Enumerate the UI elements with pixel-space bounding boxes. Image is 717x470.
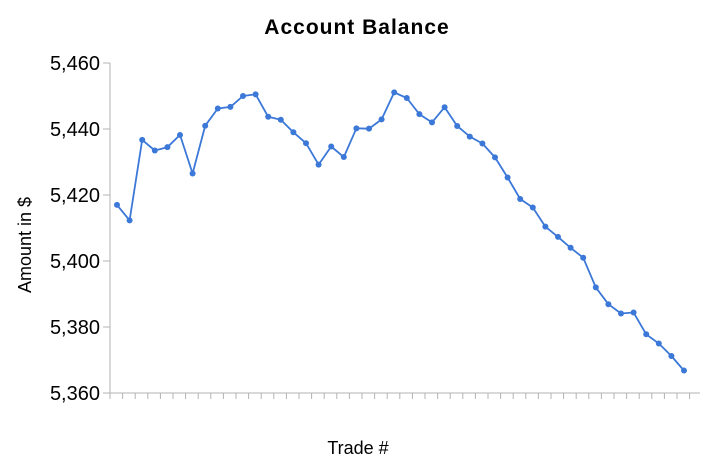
data-point bbox=[416, 111, 423, 118]
data-point bbox=[403, 94, 410, 101]
series-line-group bbox=[114, 89, 687, 374]
x-axis bbox=[109, 392, 700, 399]
data-point bbox=[668, 353, 675, 360]
data-point bbox=[265, 113, 272, 120]
data-point bbox=[303, 140, 309, 147]
data-point bbox=[227, 103, 234, 110]
data-point bbox=[441, 104, 448, 111]
data-point bbox=[164, 144, 171, 151]
data-point bbox=[643, 331, 650, 338]
data-point bbox=[466, 133, 473, 140]
data-point bbox=[126, 217, 133, 224]
y-axis: 5,360 5,380 5,400 5,420 5,440 5,460 bbox=[50, 53, 111, 405]
y-tick-label: 5,360 bbox=[50, 383, 100, 405]
data-point bbox=[492, 154, 498, 161]
data-point bbox=[366, 125, 372, 132]
data-point bbox=[555, 233, 561, 240]
data-point bbox=[290, 129, 297, 136]
data-point bbox=[517, 195, 524, 202]
data-point bbox=[277, 116, 284, 123]
data-point bbox=[429, 119, 435, 126]
data-point bbox=[202, 122, 209, 129]
x-axis-label: Trade # bbox=[327, 438, 388, 458]
data-point bbox=[580, 254, 587, 261]
data-point bbox=[353, 125, 360, 132]
data-point bbox=[630, 309, 637, 316]
data-point bbox=[240, 93, 246, 99]
data-point bbox=[504, 174, 511, 181]
data-point bbox=[139, 136, 146, 143]
data-point bbox=[114, 201, 120, 208]
y-axis-label: Amount in $ bbox=[15, 197, 35, 293]
data-point bbox=[252, 91, 259, 98]
data-point bbox=[340, 154, 347, 161]
data-point bbox=[567, 244, 574, 251]
data-point bbox=[151, 147, 158, 154]
data-point bbox=[328, 143, 335, 150]
data-point bbox=[479, 140, 486, 147]
y-tick-label: 5,380 bbox=[50, 317, 100, 339]
data-point bbox=[378, 116, 385, 123]
data-point bbox=[618, 310, 624, 317]
y-tick-label: 5,460 bbox=[50, 53, 100, 75]
series-line bbox=[116, 91, 685, 372]
data-point bbox=[189, 170, 196, 177]
data-point bbox=[529, 204, 536, 211]
data-point bbox=[214, 105, 221, 112]
data-point bbox=[391, 89, 398, 96]
data-point bbox=[605, 301, 612, 308]
data-point bbox=[681, 367, 687, 374]
y-tick-label: 5,400 bbox=[50, 251, 100, 273]
chart-title: Account Balance bbox=[264, 16, 449, 39]
data-point bbox=[315, 161, 322, 168]
data-point bbox=[177, 131, 183, 138]
data-point bbox=[454, 123, 461, 130]
y-tick-label: 5,420 bbox=[50, 185, 100, 207]
data-point bbox=[542, 223, 549, 230]
y-tick-label: 5,440 bbox=[50, 119, 100, 141]
data-point bbox=[592, 284, 599, 291]
data-point bbox=[655, 340, 662, 347]
